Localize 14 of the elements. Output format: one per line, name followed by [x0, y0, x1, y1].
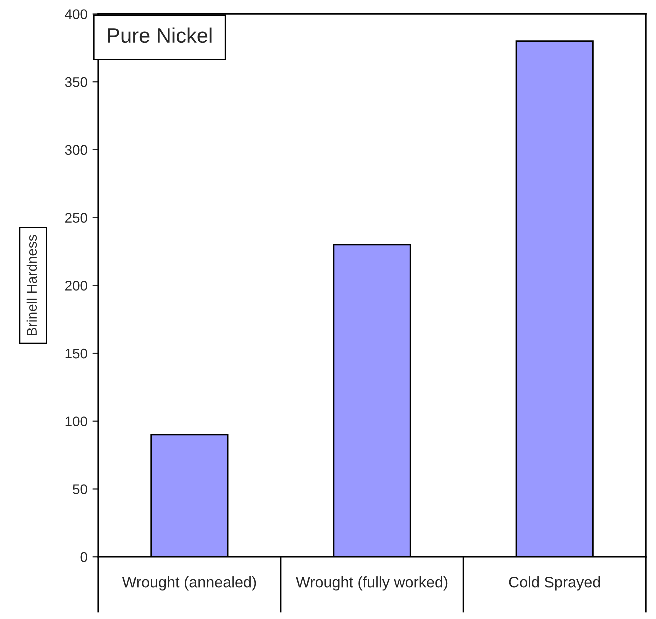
y-tick-label: 50: [73, 484, 88, 494]
y-tick-label: 200: [66, 281, 88, 291]
y-tick-label: 0: [80, 552, 88, 562]
y-tick-label: 300: [65, 145, 88, 156]
y-tick-label: 100: [66, 416, 88, 427]
y-tick-label: 350: [65, 77, 88, 88]
y-tick-label: 400: [65, 10, 88, 20]
x-tick-label: Wrought (annealed): [122, 576, 256, 591]
text: Pure Nickel: [108, 28, 212, 44]
x-tick-label: Wrought (fully worked): [296, 576, 448, 591]
y-tick-label: 150: [66, 348, 88, 359]
y-axis-title: Brinell Hardness: [26, 235, 38, 336]
y-tick-label: 250: [66, 213, 88, 223]
x-tick-label: Cold Sprayed: [509, 576, 600, 591]
